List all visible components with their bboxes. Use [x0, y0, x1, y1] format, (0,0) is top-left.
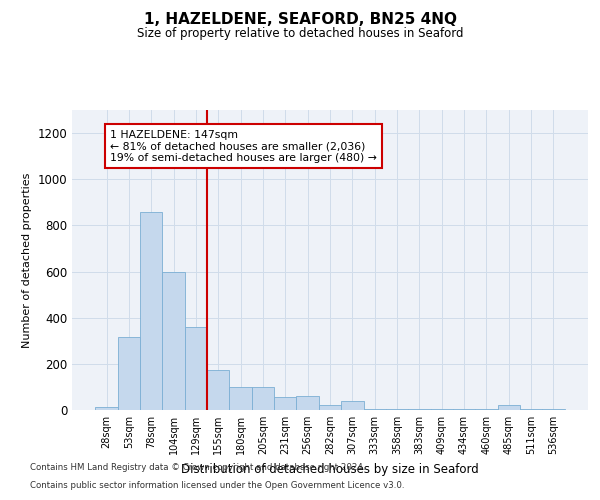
Bar: [118, 338, 140, 410]
Text: 1 HAZELDENE: 147sqm
← 81% of detached houses are smaller (2,036)
19% of semi-det: 1 HAZELDENE: 147sqm ← 81% of detached ho…: [110, 130, 377, 163]
X-axis label: Distribution of detached houses by size in Seaford: Distribution of detached houses by size …: [181, 462, 479, 475]
Bar: [364, 409, 386, 410]
Bar: [386, 409, 408, 410]
Bar: [497, 406, 520, 410]
Bar: [520, 409, 542, 410]
Bar: [408, 409, 431, 410]
Bar: [229, 387, 252, 410]
Text: Contains HM Land Registry data © Crown copyright and database right 2024.: Contains HM Land Registry data © Crown c…: [30, 464, 365, 472]
Bar: [140, 212, 163, 410]
Bar: [252, 387, 274, 410]
Bar: [475, 409, 497, 410]
Bar: [185, 327, 207, 410]
Bar: [95, 406, 118, 410]
Bar: [274, 398, 296, 410]
Bar: [296, 396, 319, 410]
Text: Contains public sector information licensed under the Open Government Licence v3: Contains public sector information licen…: [30, 481, 404, 490]
Bar: [163, 272, 185, 410]
Bar: [542, 409, 565, 410]
Bar: [431, 409, 453, 410]
Bar: [453, 409, 475, 410]
Bar: [319, 406, 341, 410]
Text: Size of property relative to detached houses in Seaford: Size of property relative to detached ho…: [137, 28, 463, 40]
Bar: [207, 370, 229, 410]
Text: 1, HAZELDENE, SEAFORD, BN25 4NQ: 1, HAZELDENE, SEAFORD, BN25 4NQ: [143, 12, 457, 28]
Bar: [341, 401, 364, 410]
Y-axis label: Number of detached properties: Number of detached properties: [22, 172, 32, 348]
